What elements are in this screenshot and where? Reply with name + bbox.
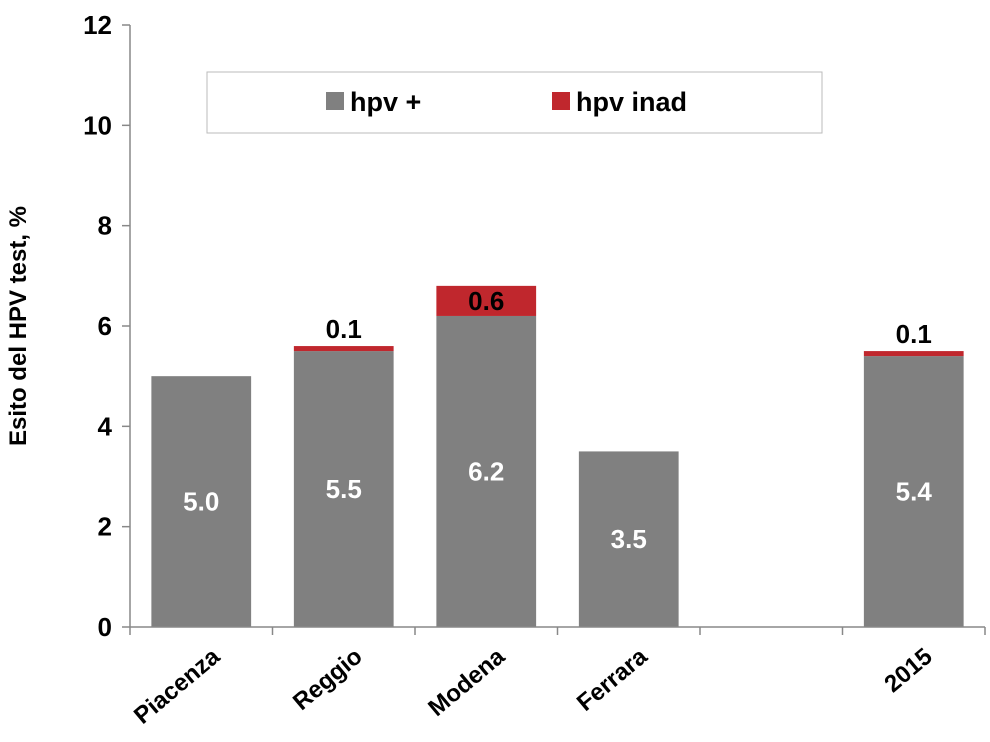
bar-hpv-inad — [436, 285, 537, 316]
y-axis-ticks: 0 2 4 6 8 10 12 — [83, 10, 130, 642]
legend: hpv + hpv inad — [206, 71, 823, 134]
x-tick-label: Piacenza — [129, 642, 226, 729]
data-label-hpv-positive: 3.5 — [611, 524, 647, 554]
data-label-hpv-positive: 5.5 — [326, 474, 362, 504]
legend-label-hpv-inad: hpv inad — [576, 87, 687, 117]
legend-swatch-hpv-inad — [552, 92, 570, 110]
data-label-hpv-positive: 5.4 — [896, 477, 933, 507]
y-tick-label: 0 — [98, 612, 112, 642]
data-label-hpv-positive: 5.0 — [183, 487, 219, 517]
y-tick-label: 8 — [98, 211, 112, 241]
bar-hpv-positive — [151, 376, 252, 627]
bars-layer — [151, 285, 964, 627]
legend-swatch-hpv-positive — [326, 92, 344, 110]
bar-hpv-positive — [293, 351, 394, 627]
bar-hpv-inad — [863, 351, 964, 357]
bar-hpv-positive — [863, 356, 964, 627]
x-axis-ticks: Piacenza Reggio Modena Ferrara 2015 — [129, 627, 986, 730]
x-tick-label: Ferrara — [572, 643, 653, 717]
data-label-hpv-inad: 0.1 — [896, 319, 932, 349]
y-tick-label: 2 — [98, 512, 112, 542]
data-label-hpv-positive: 6.2 — [468, 456, 504, 486]
data-label-hpv-inad: 0.1 — [326, 314, 362, 344]
legend-label-hpv-positive: hpv + — [350, 87, 421, 117]
y-tick-label: 12 — [83, 10, 112, 40]
bar-hpv-positive — [436, 315, 537, 627]
y-axis-title: Esito del HPV test, % — [5, 206, 32, 446]
x-tick-label: Modena — [423, 642, 510, 721]
bar-hpv-inad — [293, 346, 394, 352]
data-label-hpv-inad: 0.6 — [468, 286, 504, 316]
y-tick-label: 10 — [83, 110, 112, 140]
y-tick-label: 6 — [98, 311, 112, 341]
x-tick-label: 2015 — [879, 643, 937, 698]
bar-hpv-positive — [578, 451, 679, 627]
legend-box — [206, 71, 823, 134]
x-tick-label: Reggio — [288, 643, 368, 716]
y-tick-label: 4 — [98, 411, 113, 441]
value-labels: 5.0 5.5 0.1 6.2 0.6 3.5 5.4 0.1 — [183, 286, 932, 554]
